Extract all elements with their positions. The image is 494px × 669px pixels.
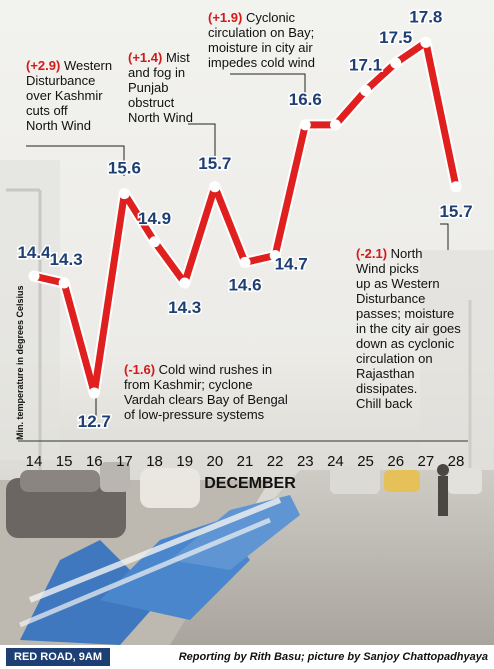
x-axis-label: DECEMBER bbox=[204, 475, 296, 492]
x-tick-label: 25 bbox=[357, 453, 374, 470]
data-label: 17.8 bbox=[409, 7, 442, 26]
photo-credit: Reporting by Rith Basu; picture by Sanjo… bbox=[178, 651, 488, 663]
data-point bbox=[299, 119, 311, 131]
x-tick-label: 24 bbox=[327, 453, 344, 470]
x-tick-label: 18 bbox=[146, 453, 163, 470]
data-point bbox=[58, 277, 70, 289]
x-tick-label: 23 bbox=[297, 453, 314, 470]
data-point bbox=[28, 270, 40, 282]
x-tick-label: 26 bbox=[387, 453, 404, 470]
data-label: 14.9 bbox=[138, 209, 171, 228]
annotation-leader bbox=[440, 223, 449, 250]
annotation-text: (+2.9) Western Disturbance over Kashmir cut… bbox=[26, 58, 112, 133]
annotation-text: (+1.9) Cyclonic circulation on Bay; moistu… bbox=[208, 10, 315, 70]
data-point bbox=[118, 188, 130, 200]
x-tick-label: 16 bbox=[86, 453, 103, 470]
location-badge: RED ROAD, 9AM bbox=[6, 648, 111, 666]
x-tick-label: 19 bbox=[176, 453, 193, 470]
annotation-text: (-1.6) Cold wind rushes in from Kashmir; … bbox=[124, 362, 288, 422]
y-axis-label: Min. temperature in degrees Celsius bbox=[15, 285, 25, 440]
data-label: 15.6 bbox=[108, 159, 141, 178]
annotation-text: (-2.1) North Wind picks up as Western Distu… bbox=[356, 246, 461, 411]
data-label: 15.7 bbox=[439, 202, 472, 221]
data-point bbox=[450, 181, 462, 193]
data-label: 14.7 bbox=[275, 255, 308, 274]
data-point bbox=[88, 387, 100, 399]
x-tick-label: 20 bbox=[207, 453, 224, 470]
annotation-leader bbox=[230, 73, 306, 100]
data-label: 17.1 bbox=[349, 56, 382, 75]
x-tick-label: 17 bbox=[116, 453, 133, 470]
data-point bbox=[269, 250, 281, 261]
data-label: 14.3 bbox=[168, 298, 201, 317]
data-point bbox=[209, 181, 221, 193]
data-point bbox=[149, 236, 161, 248]
x-tick-label: 22 bbox=[267, 453, 284, 470]
annotation-text: (+1.4) Mist and fog in Punjab obstruct North… bbox=[128, 50, 193, 125]
data-point bbox=[329, 119, 341, 131]
data-label: 17.5 bbox=[379, 28, 412, 47]
annotation-leader bbox=[26, 145, 125, 176]
data-label: 12.7 bbox=[78, 412, 111, 431]
data-label: 15.7 bbox=[198, 154, 231, 173]
x-tick-label: 28 bbox=[448, 453, 465, 470]
data-point bbox=[390, 57, 402, 69]
x-tick-label: 14 bbox=[26, 453, 43, 470]
data-point bbox=[239, 256, 251, 268]
x-tick-label: 27 bbox=[418, 453, 435, 470]
data-label: 14.4 bbox=[17, 243, 51, 262]
data-point bbox=[179, 277, 191, 289]
data-label: 16.6 bbox=[289, 90, 322, 109]
data-label: 14.6 bbox=[228, 275, 261, 294]
annotation-leader bbox=[188, 123, 216, 166]
data-label: 14.3 bbox=[50, 250, 83, 269]
x-tick-label: 15 bbox=[56, 453, 73, 470]
x-tick-label: 21 bbox=[237, 453, 254, 470]
data-point bbox=[360, 85, 372, 96]
data-point bbox=[420, 36, 432, 48]
temperature-line-chart: (-1.6) Cold wind rushes in from Kashmir; … bbox=[0, 0, 494, 645]
foggy-road-photo bbox=[0, 0, 494, 645]
